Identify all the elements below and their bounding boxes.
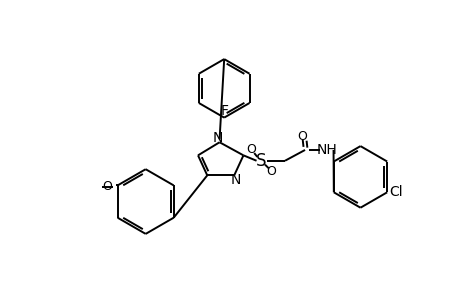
Text: O: O xyxy=(246,143,256,157)
Text: O: O xyxy=(297,130,306,142)
Text: N: N xyxy=(230,173,241,187)
Text: O: O xyxy=(266,165,275,178)
Text: O: O xyxy=(102,180,112,194)
Text: N: N xyxy=(213,131,223,146)
Text: S: S xyxy=(255,152,266,170)
Text: F: F xyxy=(220,104,228,118)
Text: NH: NH xyxy=(315,143,336,157)
Text: Cl: Cl xyxy=(389,185,403,199)
